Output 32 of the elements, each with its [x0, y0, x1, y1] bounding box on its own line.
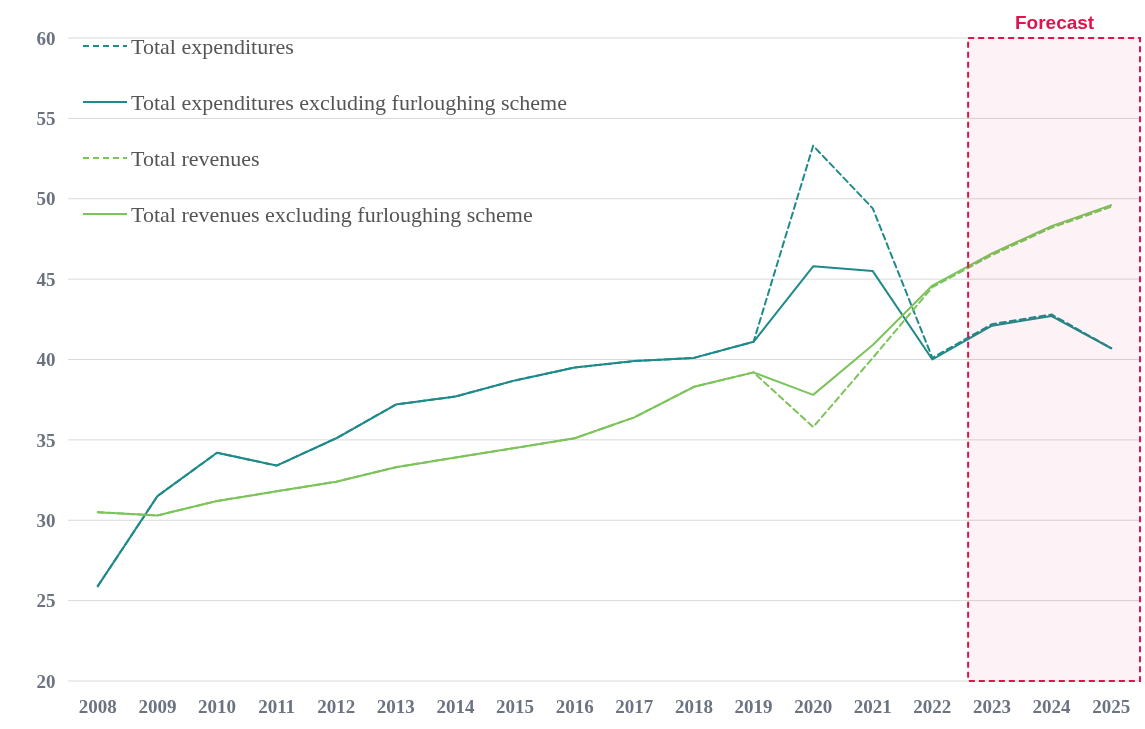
x-tick-label: 2012 — [317, 696, 356, 717]
x-tick-label: 2021 — [853, 696, 892, 717]
x-tick-label: 2008 — [78, 696, 117, 717]
x-tick-label: 2009 — [138, 696, 177, 717]
x-tick-label: 2020 — [794, 696, 833, 717]
x-tick-label: 2011 — [258, 696, 296, 717]
legend-label: Total expenditures — [131, 33, 294, 59]
y-tick-label: 50 — [36, 188, 56, 210]
y-tick-label: 20 — [36, 670, 56, 692]
x-tick-label: 2013 — [376, 696, 415, 717]
x-tick-label: 2015 — [496, 696, 535, 717]
x-tick-label: 2018 — [674, 696, 713, 717]
x-tick-label: 2017 — [615, 696, 654, 717]
x-tick-label: 2024 — [1032, 696, 1072, 717]
x-tick-label: 2016 — [555, 696, 594, 717]
y-tick-label: 35 — [36, 429, 56, 451]
x-tick-label: 2022 — [913, 696, 952, 717]
x-tick-label: 2019 — [734, 696, 773, 717]
y-tick-label: 55 — [36, 108, 56, 130]
x-tick-label: 2025 — [1092, 696, 1131, 717]
legend-label: Total expenditures excluding furloughing scheme — [131, 89, 567, 115]
legend-label: Total revenues — [131, 145, 260, 171]
y-tick-label: 60 — [36, 27, 56, 49]
x-tick-label: 2010 — [198, 696, 237, 717]
y-tick-label: 40 — [36, 349, 56, 371]
x-tick-label: 2014 — [436, 696, 475, 717]
legend-label: Total revenues excluding furloughing scheme — [131, 201, 533, 227]
y-tick-label: 25 — [36, 590, 56, 612]
y-tick-label: 45 — [36, 268, 56, 290]
y-tick-label: 30 — [36, 509, 56, 531]
band-label: Forecast — [1014, 12, 1095, 33]
x-tick-label: 2023 — [972, 696, 1011, 717]
